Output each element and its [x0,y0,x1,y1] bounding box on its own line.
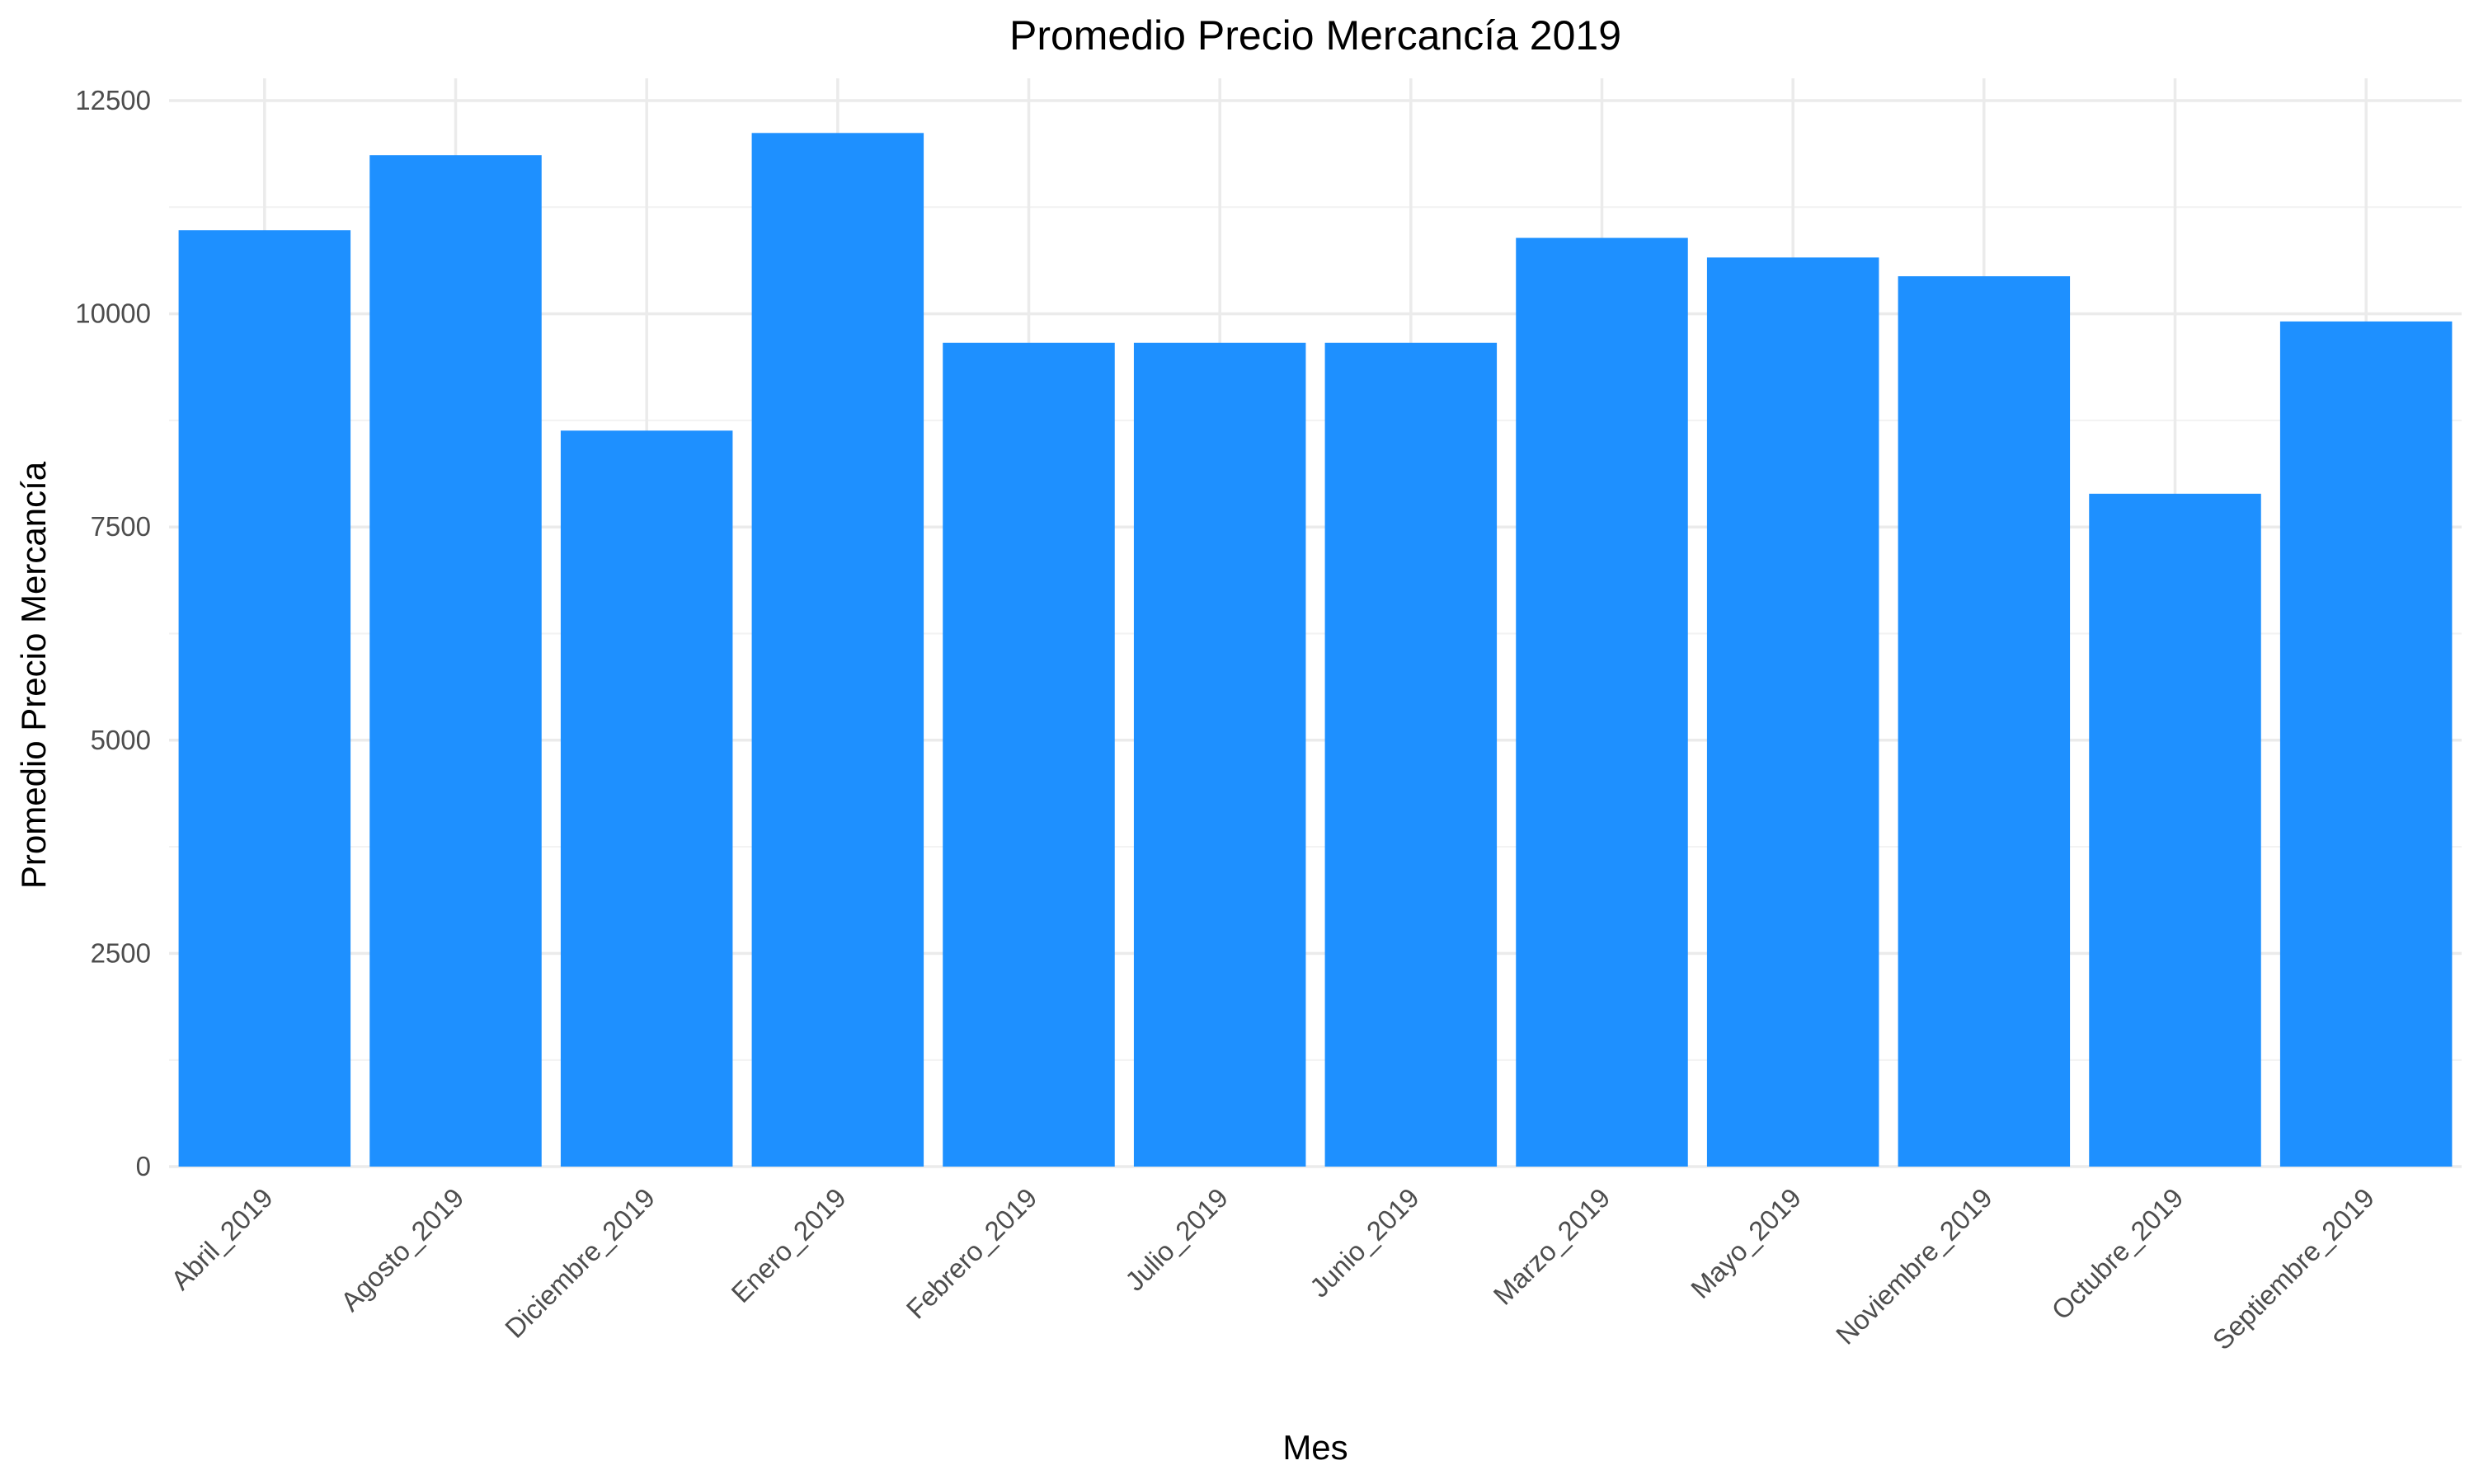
y-axis-title: Promedio Precio Mercancía [14,461,53,889]
x-tick-label: Agosto_2019 [335,1182,470,1317]
bar-diciembre_2019 [560,430,733,1167]
x-tick-label: Septiembre_2019 [2207,1182,2380,1355]
y-tick-label: 7500 [91,511,151,542]
bar-mayo_2019 [1706,257,1879,1167]
bars [178,133,2453,1167]
y-tick-label: 12500 [75,85,151,115]
x-tick-label: Noviembre_2019 [1830,1182,1998,1350]
x-tick-label: Octubre_2019 [2045,1182,2189,1326]
x-tick-label: Mayo_2019 [1685,1182,1807,1304]
x-tick-label: Junio_2019 [1304,1182,1425,1303]
x-tick-label: Marzo_2019 [1488,1182,1616,1311]
bar-abril_2019 [178,230,351,1167]
x-tick-label: Abril_2019 [165,1182,279,1296]
bar-enero_2019 [751,133,924,1167]
x-tick-label: Julio_2019 [1119,1182,1234,1297]
bar-septiembre_2019 [2279,321,2453,1167]
y-tick-label: 2500 [91,937,151,968]
bar-febrero_2019 [943,342,1115,1167]
x-axis-ticks: Abril_2019 Agosto_2019 Diciembre_2019 Enero… [165,1182,2380,1355]
y-tick-label: 0 [136,1151,151,1181]
chart-title: Promedio Precio Mercancía 2019 [1009,12,1621,59]
x-axis-title: Mes [1282,1428,1348,1467]
x-tick-label: Febrero_2019 [901,1182,1043,1325]
bar-junio_2019 [1324,342,1498,1167]
bar-noviembre_2019 [1898,276,2071,1167]
bar-agosto_2019 [369,155,542,1167]
x-tick-label: Diciembre_2019 [499,1182,661,1344]
y-tick-label: 10000 [75,298,151,329]
bar-octubre_2019 [2089,493,2261,1167]
bar-marzo_2019 [1516,237,1688,1167]
x-tick-label: Enero_2019 [725,1182,851,1308]
bar-julio_2019 [1133,342,1306,1167]
y-axis-ticks: 0 2500 5000 7500 10000 12500 [75,85,151,1181]
y-tick-label: 5000 [91,725,151,755]
